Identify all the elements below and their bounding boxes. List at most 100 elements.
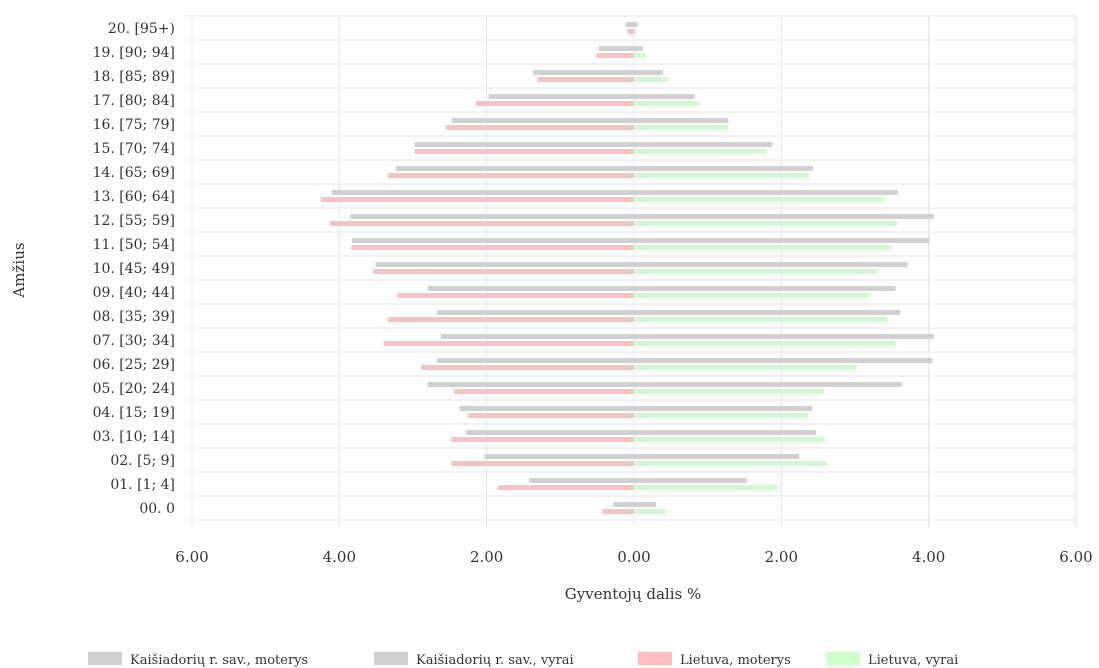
bar xyxy=(634,389,825,394)
bar xyxy=(634,478,747,483)
bar xyxy=(414,142,634,147)
y-tick-label: 03. [10; 14] xyxy=(93,429,175,445)
bar xyxy=(634,22,638,27)
y-tick-label: 13. [60; 64] xyxy=(93,189,175,205)
bar xyxy=(634,286,896,291)
bar xyxy=(634,118,729,123)
bar xyxy=(625,22,634,27)
bar xyxy=(634,125,728,130)
y-tick-label: 04. [15; 19] xyxy=(93,405,175,421)
y-tick-label: 17. [80; 84] xyxy=(93,93,175,109)
bar xyxy=(634,430,816,435)
bar xyxy=(537,77,634,82)
y-tick-label: 15. [70; 74] xyxy=(93,141,175,157)
bar xyxy=(634,70,663,75)
bar xyxy=(437,310,634,315)
bar xyxy=(351,245,634,250)
bar xyxy=(421,365,634,370)
x-tick-label: 6.00 xyxy=(1059,548,1092,566)
bar xyxy=(598,46,634,51)
bar xyxy=(634,509,667,514)
x-tick-label: 4.00 xyxy=(323,548,356,566)
bar xyxy=(351,238,634,243)
legend-label: Lietuva, moterys xyxy=(680,653,791,668)
legend-label: Kaišiadorių r. sav., vyrai xyxy=(416,653,574,668)
y-tick-label: 01. [1; 4] xyxy=(110,477,175,493)
bar xyxy=(451,437,634,442)
bar xyxy=(468,413,634,418)
bar xyxy=(452,118,634,123)
y-tick-label: 00. 0 xyxy=(139,501,175,517)
bar xyxy=(373,269,634,274)
bar xyxy=(466,430,634,435)
legend-swatch xyxy=(638,652,672,665)
bar xyxy=(331,190,634,195)
bar xyxy=(634,317,888,322)
bar xyxy=(634,245,892,250)
y-tick-label: 09. [40; 44] xyxy=(93,285,175,301)
bar xyxy=(427,382,634,387)
bar xyxy=(634,502,657,507)
bar xyxy=(329,221,634,226)
bar xyxy=(634,293,869,298)
legend-label: Lietuva, vyrai xyxy=(868,653,958,668)
bar xyxy=(497,485,634,490)
legend-swatch xyxy=(88,652,122,665)
bar xyxy=(634,101,700,106)
bar xyxy=(414,149,634,154)
y-tick-label: 19. [90; 94] xyxy=(93,45,175,61)
bar xyxy=(440,334,634,339)
bar xyxy=(397,293,634,298)
bar xyxy=(454,389,634,394)
bar xyxy=(427,286,634,291)
bar xyxy=(634,214,934,219)
bar xyxy=(634,94,695,99)
y-tick-label: 11. [50; 54] xyxy=(93,237,175,253)
bar xyxy=(446,125,634,130)
bar xyxy=(634,53,646,58)
y-tick-label: 12. [55; 59] xyxy=(93,213,175,229)
bar xyxy=(320,197,634,202)
bar xyxy=(533,70,634,75)
bar xyxy=(634,142,773,147)
legend-swatch xyxy=(374,652,408,665)
bar xyxy=(437,358,634,363)
bar xyxy=(634,485,778,490)
bar xyxy=(634,173,810,178)
bar xyxy=(451,461,634,466)
y-tick-label: 14. [65; 69] xyxy=(93,165,175,181)
bar xyxy=(634,382,903,387)
y-tick-label: 06. [25; 29] xyxy=(93,357,175,373)
bar xyxy=(634,269,877,274)
legend-swatch xyxy=(826,652,860,665)
bar xyxy=(634,166,814,171)
x-tick-label: 2.00 xyxy=(470,548,503,566)
bar xyxy=(475,101,634,106)
bar xyxy=(634,149,766,154)
bar xyxy=(634,190,898,195)
x-tick-label: 2.00 xyxy=(765,548,798,566)
y-axis-title: Amžius xyxy=(10,242,28,298)
bar xyxy=(627,29,634,34)
legend-label: Kaišiadorių r. sav., moterys xyxy=(130,653,308,668)
bar xyxy=(634,262,908,267)
bar xyxy=(529,478,634,483)
y-tick-label: 10. [45; 49] xyxy=(93,261,175,277)
bar xyxy=(634,358,933,363)
bar xyxy=(350,214,634,219)
y-tick-label: 16. [75; 79] xyxy=(93,117,175,133)
bar xyxy=(596,53,634,58)
bar xyxy=(634,365,857,370)
chart-grid xyxy=(184,15,1077,528)
bar xyxy=(634,437,825,442)
bar xyxy=(634,46,643,51)
bar xyxy=(634,461,828,466)
y-tick-label: 20. [95+) xyxy=(108,21,175,37)
x-axis-title: Gyventojų dalis % xyxy=(565,585,701,603)
bar xyxy=(634,221,898,226)
bar xyxy=(383,341,634,346)
bar xyxy=(396,166,634,171)
chart-bars xyxy=(320,22,934,514)
x-tick-label: 6.00 xyxy=(175,548,208,566)
